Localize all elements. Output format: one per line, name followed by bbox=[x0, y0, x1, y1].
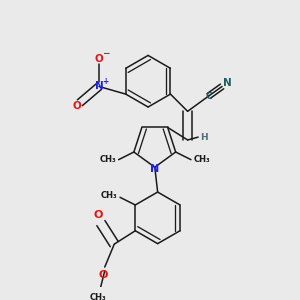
Text: O: O bbox=[93, 211, 103, 220]
Text: CH₃: CH₃ bbox=[100, 191, 117, 200]
Text: −: − bbox=[102, 50, 110, 58]
Text: O: O bbox=[98, 270, 107, 280]
Text: O: O bbox=[73, 100, 81, 111]
Text: C: C bbox=[205, 92, 212, 100]
Text: CH₃: CH₃ bbox=[90, 293, 106, 300]
Text: N: N bbox=[224, 78, 232, 88]
Text: +: + bbox=[103, 77, 109, 86]
Text: CH₃: CH₃ bbox=[193, 155, 210, 164]
Text: H: H bbox=[200, 133, 208, 142]
Text: N: N bbox=[150, 164, 159, 174]
Text: N: N bbox=[94, 82, 103, 92]
Text: O: O bbox=[94, 54, 103, 64]
Text: CH₃: CH₃ bbox=[100, 155, 116, 164]
